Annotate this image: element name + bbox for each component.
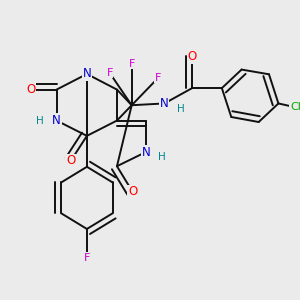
Text: F: F xyxy=(128,59,135,69)
Text: H: H xyxy=(37,116,44,125)
Text: O: O xyxy=(188,50,197,63)
Text: O: O xyxy=(26,83,36,96)
Text: F: F xyxy=(106,68,113,78)
Text: F: F xyxy=(84,253,90,262)
Text: N: N xyxy=(52,114,61,127)
Text: F: F xyxy=(155,73,161,83)
Text: H: H xyxy=(158,152,166,162)
Text: N: N xyxy=(142,146,150,159)
Text: O: O xyxy=(128,185,137,198)
Text: Cl: Cl xyxy=(290,102,300,112)
Text: H: H xyxy=(177,104,184,114)
Text: N: N xyxy=(82,68,91,80)
Text: O: O xyxy=(66,154,75,167)
Text: N: N xyxy=(160,97,169,110)
